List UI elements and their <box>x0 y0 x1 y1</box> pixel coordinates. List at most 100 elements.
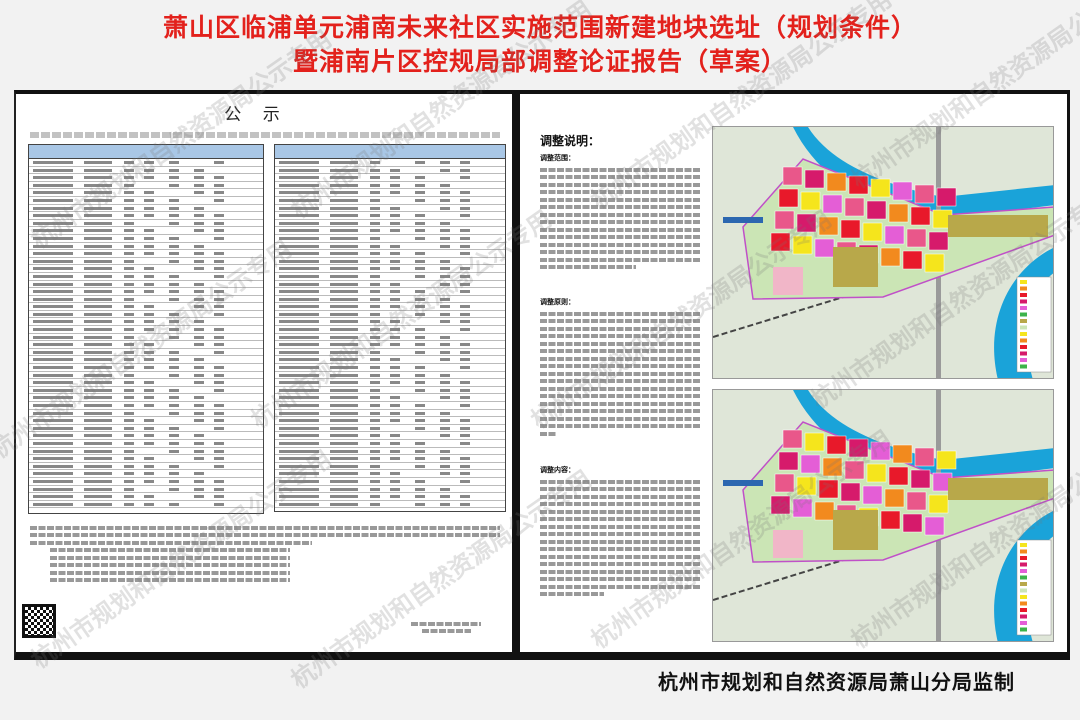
table-row <box>275 432 505 440</box>
table-row <box>29 394 263 402</box>
section-principle-label: 调整原则： <box>540 298 575 306</box>
land-parcel <box>826 435 847 455</box>
land-parcel <box>796 476 817 496</box>
land-parcel <box>844 460 865 480</box>
table-row <box>275 486 505 494</box>
land-parcel <box>782 429 803 449</box>
table-row <box>275 167 505 175</box>
table-row <box>29 189 263 197</box>
intro-text-illegible <box>30 132 500 138</box>
title-line-1: 萧山区临浦单元浦南未来社区实施范围新建地块选址（规划条件） <box>162 13 917 42</box>
legend-swatch <box>1020 286 1027 291</box>
table-row <box>29 212 263 220</box>
legend-swatch <box>1020 325 1027 330</box>
table-row <box>29 296 263 304</box>
table-row <box>29 311 263 319</box>
land-parcel <box>914 447 935 467</box>
table-row <box>275 159 505 167</box>
table-row <box>275 425 505 433</box>
legend-swatch <box>1020 562 1027 567</box>
land-parcel <box>902 513 923 533</box>
table-row <box>275 205 505 213</box>
table-row <box>29 341 263 349</box>
table-row <box>29 167 263 175</box>
river <box>793 127 1053 219</box>
table-row <box>275 273 505 281</box>
table-row <box>275 372 505 380</box>
section-scope: 调整范围： <box>540 152 700 273</box>
legend-swatch <box>1020 293 1027 297</box>
issuer-signature-illegible <box>411 618 481 637</box>
adjustment-heading: 调整说明： <box>540 134 601 148</box>
section-scope-label: 调整范围： <box>540 154 575 162</box>
table-row <box>29 432 263 440</box>
table-row <box>275 182 505 190</box>
land-parcel <box>814 501 835 521</box>
table-row <box>275 387 505 395</box>
land-parcel <box>848 438 869 458</box>
table-row <box>29 440 263 448</box>
land-parcel <box>792 235 813 255</box>
land-parcel <box>888 466 909 486</box>
land-parcel <box>778 188 799 208</box>
table-row <box>275 303 505 311</box>
land-parcel <box>910 469 931 489</box>
table-row <box>29 235 263 243</box>
land-parcel <box>866 463 887 483</box>
land-parcel <box>880 247 901 267</box>
land-parcel <box>833 247 878 287</box>
table-row <box>29 493 263 501</box>
table-row <box>29 425 263 433</box>
notice-heading: 公 示 <box>224 105 288 125</box>
notice-board: 公 示 调整说明： 调整范围： 调整原则： 调整内容： <box>14 90 1070 660</box>
land-parcel <box>773 267 803 295</box>
land-parcel <box>804 169 825 189</box>
river <box>793 390 1053 482</box>
map-legend <box>1016 539 1052 636</box>
qr-code[interactable] <box>22 604 56 638</box>
legend-swatch <box>1020 588 1027 593</box>
land-parcel <box>906 228 927 248</box>
table-row <box>275 501 505 509</box>
land-parcel <box>866 200 887 220</box>
section-content: 调整内容： <box>540 464 700 600</box>
table-row <box>275 250 505 258</box>
center-divider <box>512 94 520 652</box>
table-row <box>29 364 263 372</box>
legend-swatch <box>1020 306 1027 310</box>
land-parcel <box>862 485 883 505</box>
legend-swatch <box>1020 338 1027 343</box>
table-row <box>275 326 505 334</box>
land-parcel <box>782 166 803 186</box>
table-row <box>29 318 263 327</box>
land-parcel <box>800 454 821 474</box>
adjusted-plan-map[interactable] <box>712 389 1054 642</box>
land-parcel <box>884 488 905 508</box>
land-parcel <box>840 482 861 502</box>
table-row <box>275 493 505 501</box>
table-row <box>29 243 263 251</box>
legend-swatch <box>1020 595 1027 599</box>
legend-swatch <box>1020 569 1027 573</box>
table-row <box>275 417 505 425</box>
table-row <box>29 205 263 213</box>
land-parcel <box>906 491 927 511</box>
table-row <box>275 281 505 289</box>
table-row <box>275 402 505 410</box>
table-row <box>275 189 505 197</box>
current-plan-map[interactable] <box>712 126 1054 379</box>
table-row <box>29 402 263 410</box>
table-row <box>275 174 505 182</box>
land-parcel <box>774 473 795 493</box>
land-parcel <box>924 516 945 536</box>
legend-swatch <box>1020 582 1027 586</box>
table-row <box>275 311 505 319</box>
legend-swatch <box>1020 614 1027 619</box>
land-parcel <box>948 478 1048 500</box>
legend-swatch <box>1020 621 1027 625</box>
table-row <box>29 349 263 357</box>
land-parcel <box>924 253 945 273</box>
land-parcel <box>870 441 891 461</box>
land-parcel <box>804 432 825 452</box>
legend-swatch <box>1020 549 1027 554</box>
